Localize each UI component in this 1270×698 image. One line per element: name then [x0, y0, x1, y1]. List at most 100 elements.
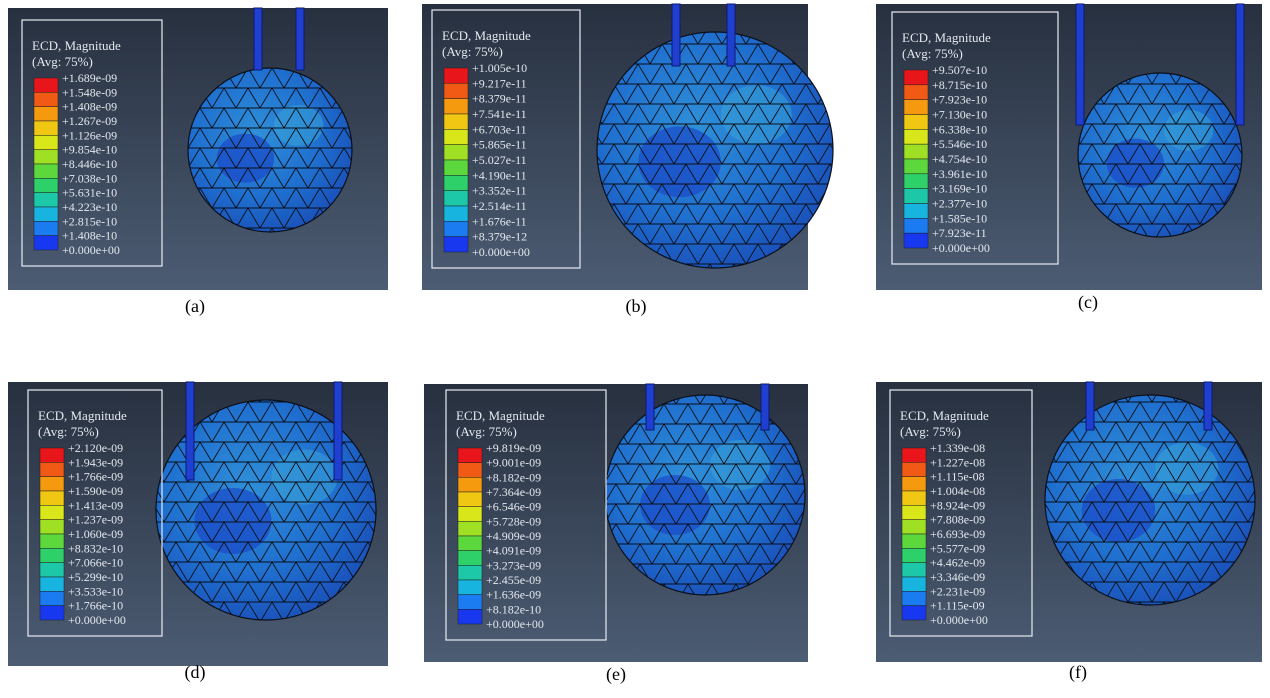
legend-level-label: +8.924e-09 — [930, 498, 985, 512]
legend-color-band — [458, 551, 482, 566]
legend-color-band — [904, 218, 928, 233]
legend-color-band — [458, 536, 482, 551]
legend-level-label: +7.923e-11 — [932, 226, 987, 240]
legend-subtitle: (Avg: 75%) — [32, 54, 93, 69]
legend-level-label: +6.693e-09 — [930, 527, 985, 541]
legend-color-band — [40, 563, 64, 577]
legend-color-band — [904, 85, 928, 100]
legend-color-band — [34, 236, 58, 250]
panel: ECD, Magnitude(Avg: 75%)+1.005e-10+9.217… — [422, 4, 833, 290]
legend-color-band — [904, 144, 928, 159]
legend-level-label: +1.548e-09 — [62, 85, 117, 99]
legend-level-label: +0.000e+00 — [62, 243, 120, 257]
legend-color-band — [40, 448, 64, 462]
legend-color-band — [444, 191, 468, 206]
mesh — [605, 395, 805, 595]
legend-level-label: +9.001e-09 — [486, 456, 541, 470]
panel-caption: (c) — [1078, 292, 1098, 313]
legend-color-band — [904, 233, 928, 248]
legend-level-label: +2.815e-10 — [62, 214, 117, 228]
legend-color-band — [40, 577, 64, 591]
legend-title: ECD, Magnitude — [902, 30, 991, 45]
electrode-rod — [186, 382, 194, 480]
legend-color-band — [902, 534, 926, 548]
legend-color-band — [458, 463, 482, 478]
legend-color-band — [444, 114, 468, 129]
legend-color-band — [444, 145, 468, 160]
mesh — [1078, 73, 1242, 237]
legend-level-label: +7.923e-10 — [932, 93, 987, 107]
legend-level-label: +5.728e-09 — [486, 514, 541, 528]
legend-color-band — [458, 448, 482, 463]
legend-subtitle: (Avg: 75%) — [902, 46, 963, 61]
legend-level-label: +1.060e-09 — [68, 527, 123, 541]
legend-level-label: +7.364e-09 — [486, 485, 541, 499]
legend-color-band — [904, 115, 928, 130]
legend-color-band — [444, 175, 468, 190]
legend-level-label: +3.273e-09 — [486, 558, 541, 572]
legend-level-label: +5.865e-11 — [472, 138, 527, 152]
legend-level-label: +6.546e-09 — [486, 500, 541, 514]
legend-color-band — [904, 174, 928, 189]
panel: ECD, Magnitude(Avg: 75%)+1.689e-09+1.548… — [8, 8, 388, 290]
electrode-rod — [672, 4, 680, 66]
legend-level-label: +1.585e-10 — [932, 211, 987, 225]
legend-level-label: +9.507e-10 — [932, 63, 987, 77]
legend-color-band — [458, 521, 482, 536]
legend-level-label: +4.909e-09 — [486, 529, 541, 543]
legend-color-band — [34, 207, 58, 221]
legend-color-band — [40, 591, 64, 605]
legend-level-label: +1.766e-10 — [68, 599, 123, 613]
legend-color-band — [34, 164, 58, 178]
legend-color-band — [40, 606, 64, 620]
legend-color-band — [902, 563, 926, 577]
legend-level-label: +5.299e-10 — [68, 570, 123, 584]
legend-level-label: +3.169e-10 — [932, 182, 987, 196]
legend-subtitle: (Avg: 75%) — [900, 424, 961, 439]
panel-caption: (d) — [185, 662, 206, 683]
legend-level-label: +1.267e-09 — [62, 114, 117, 128]
legend-level-label: +2.120e-09 — [68, 441, 123, 455]
legend-level-label: +2.231e-09 — [930, 584, 985, 598]
legend-color-band — [40, 477, 64, 491]
legend-color-band — [902, 477, 926, 491]
legend-level-label: +7.038e-10 — [62, 171, 117, 185]
mesh — [188, 68, 352, 232]
legend-level-label: +4.754e-10 — [932, 152, 987, 166]
legend-level-label: +1.408e-09 — [62, 100, 117, 114]
legend-color-band — [444, 129, 468, 144]
legend-color-band — [902, 505, 926, 519]
electrode-rod — [1086, 382, 1094, 430]
legend-level-label: +1.227e-08 — [930, 455, 985, 469]
legend-color-band — [458, 609, 482, 624]
electrode-rod — [761, 384, 769, 430]
legend-title: ECD, Magnitude — [38, 408, 127, 423]
legend-level-label: +1.115e-09 — [930, 599, 985, 613]
sphere-mesh — [188, 68, 352, 232]
legend-title: ECD, Magnitude — [32, 38, 121, 53]
legend-level-label: +1.005e-10 — [472, 61, 527, 75]
legend-level-label: +0.000e+00 — [932, 241, 990, 255]
legend-level-label: +5.631e-10 — [62, 186, 117, 200]
legend-subtitle: (Avg: 75%) — [38, 424, 99, 439]
legend-color-band — [904, 159, 928, 174]
legend-level-label: +3.533e-10 — [68, 584, 123, 598]
sphere-mesh — [1078, 73, 1242, 237]
legend-color-band — [458, 595, 482, 610]
legend-level-label: +1.408e-10 — [62, 229, 117, 243]
legend-level-label: +2.377e-10 — [932, 197, 987, 211]
legend-level-label: +1.943e-09 — [68, 455, 123, 469]
electrode-rod — [1204, 382, 1212, 430]
legend-title: ECD, Magnitude — [900, 408, 989, 423]
legend-color-band — [904, 204, 928, 219]
legend-color-band — [458, 477, 482, 492]
legend-level-label: +1.636e-09 — [486, 588, 541, 602]
sphere-mesh — [597, 32, 833, 268]
legend-level-label: +8.379e-11 — [472, 92, 527, 106]
panel-caption: (f) — [1069, 662, 1087, 683]
legend-level-label: +5.577e-09 — [930, 541, 985, 555]
legend-color-band — [40, 505, 64, 519]
legend-color-band — [904, 100, 928, 115]
legend-color-band — [444, 237, 468, 252]
legend-color-band — [904, 129, 928, 144]
